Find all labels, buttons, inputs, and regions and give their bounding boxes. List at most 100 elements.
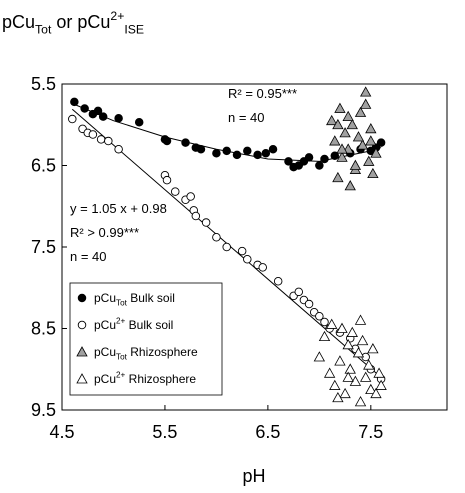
- label-part: Rhizosphere: [125, 372, 196, 386]
- point: [363, 359, 375, 370]
- point: [114, 144, 123, 154]
- annotation: y = 1.05 x + 0.98: [70, 201, 167, 216]
- point: [268, 144, 278, 154]
- point: [212, 149, 221, 158]
- legend-marker: [77, 320, 87, 330]
- label-part: 2+: [116, 317, 126, 326]
- point: [344, 363, 356, 374]
- point: [375, 379, 387, 390]
- point: [342, 110, 354, 121]
- point: [332, 391, 344, 403]
- point: [349, 159, 362, 170]
- point: [334, 355, 346, 366]
- y-tick-label: 6.5: [31, 156, 56, 176]
- annotation: R² > 0.99***: [70, 225, 139, 240]
- point: [294, 287, 304, 297]
- point: [284, 157, 293, 166]
- point: [170, 187, 180, 196]
- point: [336, 151, 348, 162]
- point: [323, 367, 336, 378]
- legend-box: [69, 282, 223, 396]
- point: [354, 314, 367, 325]
- point: [336, 143, 348, 154]
- point: [273, 276, 283, 286]
- point: [134, 118, 144, 127]
- point: [363, 155, 375, 166]
- point: [243, 146, 252, 156]
- label-part: 2+: [110, 9, 124, 23]
- point: [191, 211, 201, 221]
- x-tick-label: 7.5: [358, 422, 383, 442]
- x-axis-label: pH: [242, 466, 265, 486]
- point: [354, 396, 367, 407]
- point: [332, 171, 344, 183]
- legend-entry: pCu2+ Bulk soil: [94, 317, 173, 332]
- label-part: pCu: [94, 345, 116, 359]
- y-tick-label: 8.5: [31, 319, 56, 339]
- point: [104, 136, 113, 146]
- point: [359, 98, 372, 109]
- point: [162, 175, 172, 185]
- point: [370, 387, 382, 399]
- legend-entry: pCu2+ Rhizosphere: [94, 371, 196, 386]
- label-part: ISE: [124, 22, 144, 36]
- point: [342, 371, 354, 382]
- label-part: pCu: [2, 12, 35, 32]
- point: [88, 130, 98, 139]
- point: [186, 192, 195, 201]
- point: [330, 151, 340, 160]
- point: [336, 322, 348, 333]
- point: [367, 167, 379, 179]
- point: [68, 114, 77, 124]
- point: [329, 379, 341, 390]
- point: [370, 147, 382, 158]
- point: [326, 318, 338, 329]
- point: [222, 242, 231, 252]
- point: [304, 299, 314, 309]
- point: [114, 113, 123, 123]
- point: [346, 118, 358, 130]
- annotation: n = 40: [70, 249, 107, 264]
- y-tick-label: 7.5: [31, 237, 56, 257]
- legend-entry: pCuTot Bulk soil: [94, 291, 175, 308]
- annotation: n = 40: [228, 110, 265, 125]
- point: [237, 246, 247, 256]
- point: [352, 347, 365, 358]
- point: [232, 150, 242, 160]
- point: [201, 218, 211, 227]
- label-part: pCu: [94, 372, 116, 386]
- x-tick-label: 6.5: [255, 422, 280, 442]
- point: [326, 114, 338, 126]
- point: [332, 118, 344, 130]
- label-part: Rhizosphere: [127, 345, 198, 359]
- annotation: R² = 0.95***: [228, 86, 297, 101]
- point: [181, 138, 190, 147]
- point: [70, 97, 79, 107]
- point: [80, 104, 89, 113]
- point: [318, 330, 331, 342]
- label-part: pCu: [94, 291, 116, 305]
- point: [98, 112, 108, 121]
- point: [261, 149, 271, 158]
- legend-marker: [76, 346, 88, 357]
- point: [315, 161, 324, 170]
- label-part: Bulk soil: [125, 318, 173, 332]
- label-part: or pCu: [51, 12, 110, 32]
- point: [329, 135, 341, 146]
- point: [304, 153, 314, 162]
- point: [93, 106, 103, 116]
- point: [339, 127, 351, 138]
- point: [373, 367, 385, 378]
- point: [96, 135, 106, 144]
- y-axis-label: pCuTot or pCu2+ISE: [2, 9, 144, 37]
- point: [342, 338, 354, 350]
- point: [356, 139, 369, 150]
- point: [367, 343, 379, 354]
- point: [253, 150, 262, 160]
- legend-entry: pCuTot Rhizosphere: [94, 345, 198, 362]
- point: [243, 254, 252, 264]
- point: [196, 144, 206, 154]
- point: [334, 102, 346, 113]
- point: [365, 383, 377, 395]
